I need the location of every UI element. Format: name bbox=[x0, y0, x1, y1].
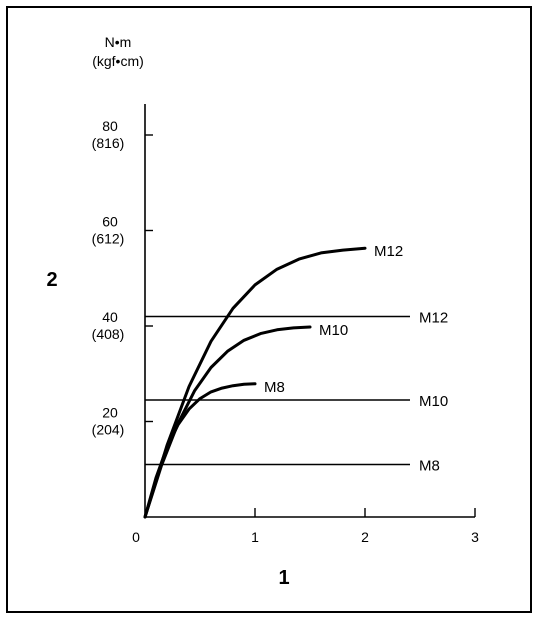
y-unit-label: N•m bbox=[105, 34, 132, 50]
y-tick-sub-label: (816) bbox=[92, 135, 125, 151]
series-label: M12 bbox=[374, 243, 403, 260]
y-tick-label: 40 bbox=[102, 309, 118, 325]
series-line-m8 bbox=[143, 382, 257, 519]
reference-line-label: M8 bbox=[419, 457, 440, 474]
series-line-m10 bbox=[143, 325, 312, 519]
x-tick-label: 2 bbox=[361, 529, 369, 545]
x-tick-label: 1 bbox=[251, 529, 259, 545]
y-tick-sub-label: (612) bbox=[92, 231, 125, 247]
chart-frame bbox=[6, 6, 532, 613]
x-tick-label: 0 bbox=[132, 529, 140, 545]
series-label: M8 bbox=[264, 379, 285, 396]
y-tick-sub-label: (408) bbox=[92, 326, 125, 342]
y-tick-label: 20 bbox=[102, 405, 118, 421]
x-tick-label: 3 bbox=[471, 529, 479, 545]
reference-line-label: M12 bbox=[419, 309, 448, 326]
y-tick-label: 60 bbox=[102, 214, 118, 230]
y-tick-label: 80 bbox=[102, 118, 118, 134]
y-unit-sub-label: (kgf•cm) bbox=[92, 53, 144, 69]
x-axis-label: 1 bbox=[278, 567, 289, 589]
y-axis-label: 2 bbox=[46, 269, 57, 291]
series-line-m12 bbox=[143, 246, 367, 519]
reference-line-label: M10 bbox=[419, 393, 448, 410]
series-label: M10 bbox=[319, 322, 348, 339]
y-tick-sub-label: (204) bbox=[92, 422, 125, 438]
